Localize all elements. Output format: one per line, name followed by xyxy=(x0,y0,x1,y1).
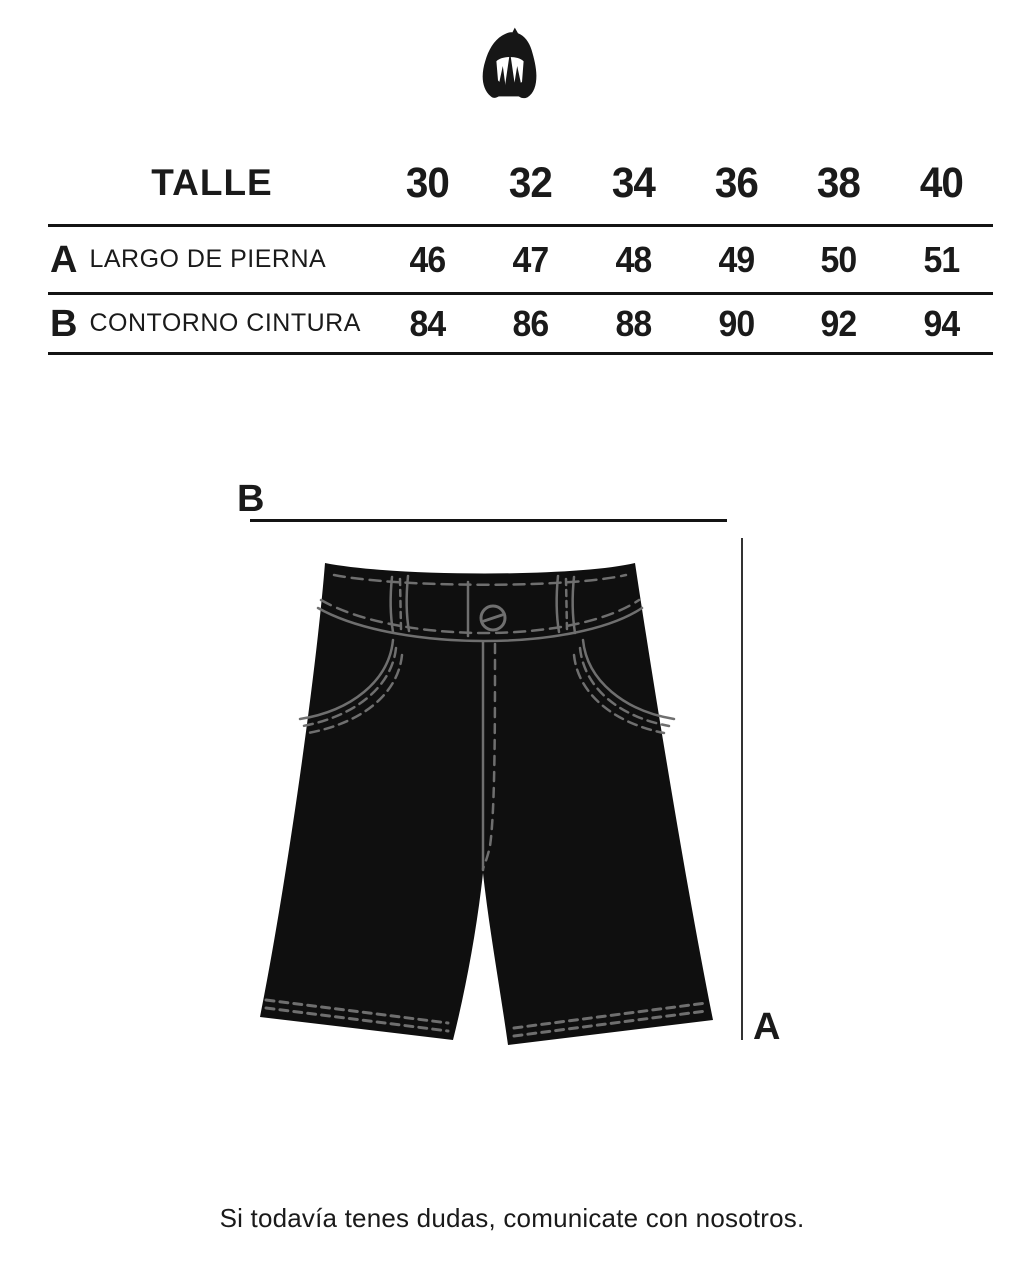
size-column-header: 40 xyxy=(920,158,964,207)
size-table-header-row: TALLE 30 32 34 36 38 40 xyxy=(48,142,993,227)
size-column-header: 32 xyxy=(508,158,553,207)
size-column-header: 34 xyxy=(611,158,656,207)
measurement-diagram: B A xyxy=(0,460,1024,1060)
size-column-header: 30 xyxy=(405,158,450,207)
measure-key-b: B xyxy=(50,302,78,345)
length-measure-line xyxy=(741,538,743,1040)
shorts-drawing xyxy=(256,556,716,1048)
table-cell: 48 xyxy=(615,238,652,280)
size-table: TALLE 30 32 34 36 38 40 A LARGO DE PIERN… xyxy=(48,142,993,355)
table-row-waist: B CONTORNO CINTURA 84 86 88 90 92 94 xyxy=(48,295,993,355)
table-cell: 47 xyxy=(512,238,549,280)
row-label-waist: B CONTORNO CINTURA xyxy=(48,305,376,343)
table-cell: 84 xyxy=(409,302,447,344)
table-cell: 92 xyxy=(820,302,858,344)
size-column-header: 36 xyxy=(714,158,758,207)
table-cell: 94 xyxy=(923,302,961,344)
measure-name-leg-length: LARGO DE PIERNA xyxy=(89,245,327,273)
waist-measure-label: B xyxy=(237,478,265,520)
table-cell: 51 xyxy=(923,238,961,280)
row-label-leg-length: A LARGO DE PIERNA xyxy=(48,241,376,279)
bear-forest-logo-icon xyxy=(482,27,537,99)
size-column-header: 38 xyxy=(817,158,861,207)
table-cell: 49 xyxy=(718,238,755,280)
table-cell: 88 xyxy=(615,302,652,344)
measure-name-waist: CONTORNO CINTURA xyxy=(89,309,361,337)
waist-measure-line xyxy=(250,519,727,522)
size-table-title: TALLE xyxy=(151,162,273,203)
shorts-icon xyxy=(260,563,713,1045)
brand-logo xyxy=(470,24,550,108)
length-measure-label: A xyxy=(753,1006,781,1048)
table-cell: 50 xyxy=(820,238,858,280)
footer-help-message: Si todavía tenes dudas, comunicate con n… xyxy=(219,1203,805,1233)
table-cell: 46 xyxy=(409,238,447,280)
table-row-leg-length: A LARGO DE PIERNA 46 47 48 49 50 51 xyxy=(48,227,993,295)
measure-key-a: A xyxy=(50,238,78,281)
table-cell: 90 xyxy=(718,302,755,344)
table-cell: 86 xyxy=(512,302,549,344)
